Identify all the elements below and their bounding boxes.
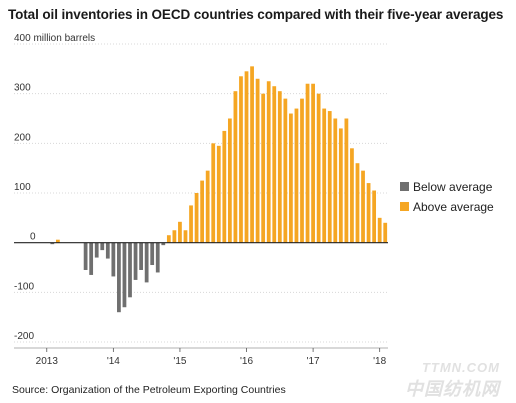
bar-above-average <box>227 118 232 243</box>
x-tick-label: '18 <box>373 356 386 367</box>
bar-above-average <box>300 98 304 243</box>
bar-above-average <box>205 170 210 243</box>
bar-above-average <box>361 170 365 243</box>
bar-above-average <box>211 143 216 243</box>
bar-above-average <box>366 183 371 243</box>
bar-above-average <box>333 118 338 243</box>
bar-below-average <box>89 242 94 275</box>
bar-above-average <box>166 235 171 243</box>
y-tick-label: 200 <box>14 132 31 143</box>
bar-above-average <box>372 190 377 243</box>
bar-above-average <box>277 91 282 243</box>
x-tick-label: '16 <box>240 356 253 367</box>
bar-above-average <box>189 205 193 243</box>
bar-above-average <box>222 130 227 243</box>
bar-above-average <box>355 163 360 243</box>
bar-below-average <box>144 242 149 283</box>
y-tick-label: 400 million barrels <box>14 33 95 44</box>
bar-above-average <box>55 239 60 243</box>
bar-below-average <box>139 242 143 270</box>
bar-below-average <box>50 242 55 245</box>
bar-below-average <box>128 242 132 298</box>
bar-above-average <box>327 111 332 243</box>
bar-above-average <box>194 193 199 243</box>
y-tick-label: 300 <box>14 83 31 94</box>
bar-below-average <box>150 242 155 266</box>
bar-above-average <box>289 113 293 243</box>
bar-above-average <box>200 180 205 243</box>
x-tick-label: '15 <box>173 356 186 367</box>
bar-above-average <box>377 217 382 243</box>
legend-swatch-below <box>400 182 409 191</box>
bar-below-average <box>105 242 110 259</box>
bar-above-average <box>305 83 310 243</box>
bar-above-average <box>216 145 221 243</box>
legend-label-above: Above average <box>413 200 494 214</box>
bar-above-average <box>239 76 243 243</box>
bar-above-average <box>172 230 177 243</box>
bar-above-average <box>383 222 388 243</box>
bar-above-average <box>311 83 315 243</box>
bar-above-average <box>183 230 188 243</box>
legend-swatch-above <box>400 202 409 211</box>
x-tick-label: '17 <box>307 356 320 367</box>
bar-above-average <box>294 108 299 243</box>
x-tick-label: '14 <box>107 356 120 367</box>
bar-above-average <box>344 118 349 243</box>
bar-above-average <box>178 221 182 243</box>
bar-above-average <box>255 78 260 243</box>
watermark-brand: TTMN.COM <box>421 360 500 375</box>
bar-below-average <box>111 242 116 277</box>
bar-above-average <box>261 93 266 243</box>
bar-above-average <box>272 86 277 243</box>
bar-above-average <box>283 98 288 243</box>
watermark-logo: TTMN.COM 中国纺机网 <box>405 360 500 401</box>
bar-below-average <box>117 242 121 313</box>
bar-below-average <box>83 242 88 270</box>
bar-above-average <box>244 71 249 243</box>
bar-below-average <box>161 242 166 246</box>
y-tick-label: 100 <box>14 182 31 193</box>
y-tick-label: 0 <box>30 232 36 243</box>
bar-below-average <box>155 242 160 273</box>
y-tick-label: -200 <box>14 331 34 342</box>
bar-above-average <box>233 91 238 243</box>
bar-above-average <box>338 128 343 243</box>
watermark-cn: 中国纺机网 <box>405 379 500 399</box>
x-tick-label: 2013 <box>36 356 59 367</box>
bar-above-average <box>350 148 354 243</box>
legend-label-below: Below average <box>413 180 493 194</box>
bar-above-average <box>322 108 327 243</box>
source-note: Source: Organization of the Petroleum Ex… <box>12 384 286 396</box>
bar-below-average <box>100 242 105 251</box>
bar-above-average <box>266 81 271 243</box>
chart-title: Total oil inventories in OECD countries … <box>8 7 504 22</box>
bar-above-average <box>316 93 321 243</box>
bar-below-average <box>122 242 127 308</box>
bar-above-average <box>250 66 254 243</box>
y-tick-label: -100 <box>14 281 34 292</box>
bar-below-average <box>94 242 99 258</box>
bar-below-average <box>133 242 138 280</box>
